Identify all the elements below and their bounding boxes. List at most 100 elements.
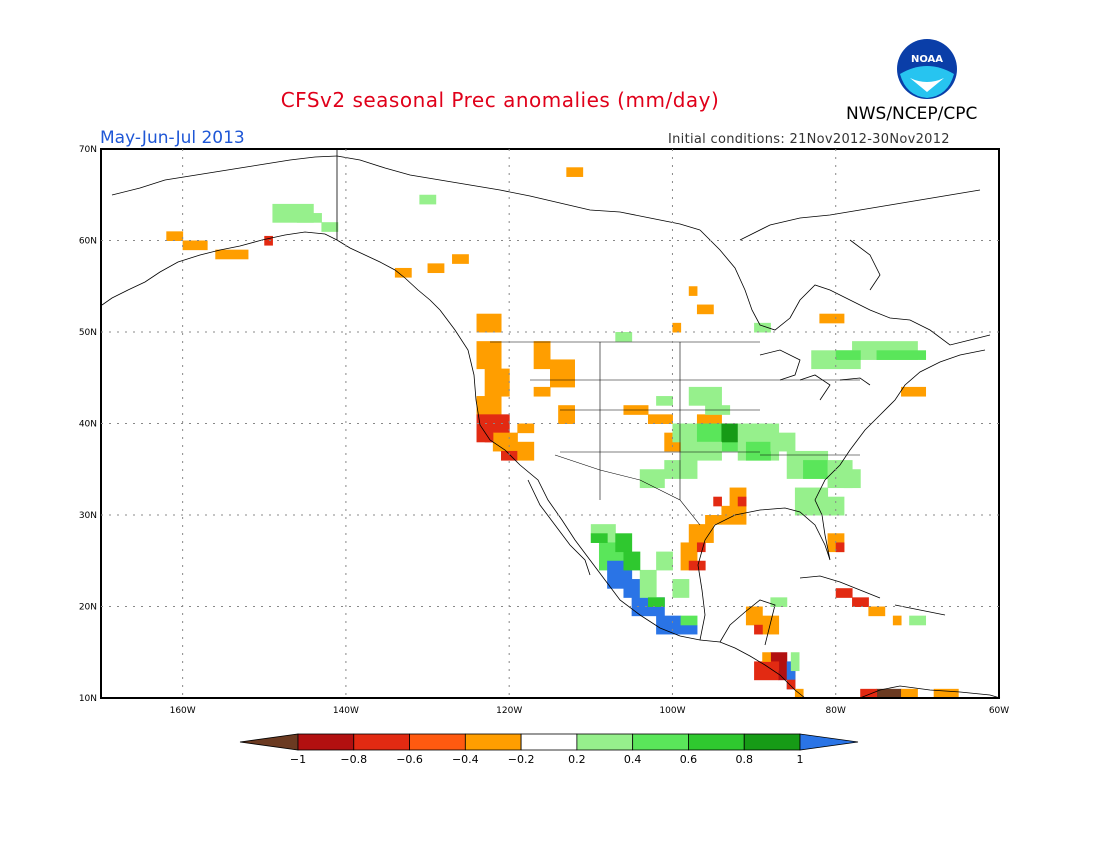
anomaly-cell [566,167,584,177]
anomaly-cell [819,313,845,324]
agency-label: NWS/NCEP/CPC [846,104,978,124]
lat-label: 30N [79,511,97,521]
anomaly-cell [517,441,535,461]
anomaly-cell [868,606,886,617]
anomaly-cell [656,551,673,571]
colorbar-segment [632,733,689,751]
anomaly-cell [835,542,845,553]
colorbar-segment [520,733,578,751]
lon-label: 60W [989,706,1009,716]
anomaly-cell [166,231,184,241]
anomaly-cell [786,661,796,690]
anomaly-cell [476,341,502,370]
colorbar-label: −0.2 [508,753,535,766]
lat-label: 10N [79,694,97,704]
anomaly-cell [786,679,796,690]
anomaly-cell [713,496,722,507]
anomaly-cell [623,551,641,571]
graticule [101,149,999,698]
coastlines [101,150,1001,699]
anomaly-cell [321,222,339,232]
colorbar-label: −0.6 [396,753,423,766]
anomaly-cell [835,588,853,598]
anomaly-cell [476,313,502,333]
anomaly-cell [672,423,698,443]
anomaly-cell [296,213,322,223]
lon-label: 160W [170,706,196,716]
colorbar-label: 0.2 [568,753,586,766]
anomaly-cell [688,386,722,406]
anomaly-cell [909,615,927,626]
anomaly-cell [705,515,722,525]
anomaly-cell [696,304,714,315]
anomaly-cell [696,542,706,553]
anomaly-cell [892,615,902,626]
anomaly-cell [639,469,665,489]
anomaly-cell [680,441,722,461]
anomaly-cell [550,359,575,388]
anomaly-cell [790,652,800,672]
anomaly-cell [615,533,633,553]
anomaly-cell [264,235,273,246]
anomaly-cell [688,524,714,543]
anomaly-cell [843,469,861,489]
anomaly-cell [745,606,763,626]
anomaly-cell [901,688,918,699]
colorbar-label: −0.8 [340,753,367,766]
anomaly-cell [860,688,878,699]
anomaly-cell [754,661,780,681]
anomaly-cell [933,688,959,699]
anomaly-cell [492,432,518,452]
anomaly-cell [901,386,927,397]
anomaly-cell [476,396,502,415]
anomaly-cell [484,368,510,397]
noaa-logo-icon [897,39,957,99]
colorbar-segment [239,733,299,751]
anomaly-cell [672,579,690,598]
colorbar-label: 1 [797,753,804,766]
anomaly-cell [762,615,780,635]
anomaly-cell [745,441,771,461]
colorbar-segment [409,733,466,751]
colorbar-segment [576,733,634,751]
anomaly-cell [819,496,845,516]
lat-labels: 70N 60N 50N 40N 30N 20N 10N [79,145,97,704]
anomaly-cell [852,597,869,607]
anomaly-cell [517,423,535,434]
anomaly-cell [737,496,747,507]
anomaly-cell [770,597,788,607]
lon-labels: 160W 140W 120W 100W 80W 60W [170,706,1010,716]
lon-label: 120W [496,706,522,716]
colorbar-label: 0.6 [680,753,698,766]
anomaly-cell [664,460,698,479]
lat-label: 40N [79,420,97,430]
anomaly-cell [558,405,575,424]
anomaly-cell [647,414,673,424]
anomaly-cell [639,569,657,598]
colorbar-segment [297,733,355,751]
anomaly-cell [696,414,722,424]
anomaly-cell [803,460,829,479]
anomaly-cell [533,341,551,370]
anomaly-cell [533,386,551,397]
anomaly-cell [394,267,412,278]
anomaly-cell [484,432,494,443]
anomaly-cell [770,432,796,452]
lat-label: 20N [79,603,97,613]
anomaly-cell [615,332,633,342]
map-title: CFSv2 seasonal Prec anomalies (mm/day) [280,88,720,112]
anomaly-cell [501,450,518,461]
anomaly-cell [656,396,673,406]
lon-label: 100W [659,706,685,716]
anomaly-cell [688,560,706,571]
anomaly-cell [672,322,682,333]
anomaly-cell [835,350,861,360]
lon-label: 80W [826,706,846,716]
anomaly-cell [876,350,927,360]
political-borders [490,341,860,526]
colorbar-label: 0.4 [624,753,642,766]
anomaly-cell [452,254,469,264]
logo-text: NOAA [910,54,944,65]
anomaly-cell [688,286,698,296]
lat-label: 70N [79,145,97,155]
